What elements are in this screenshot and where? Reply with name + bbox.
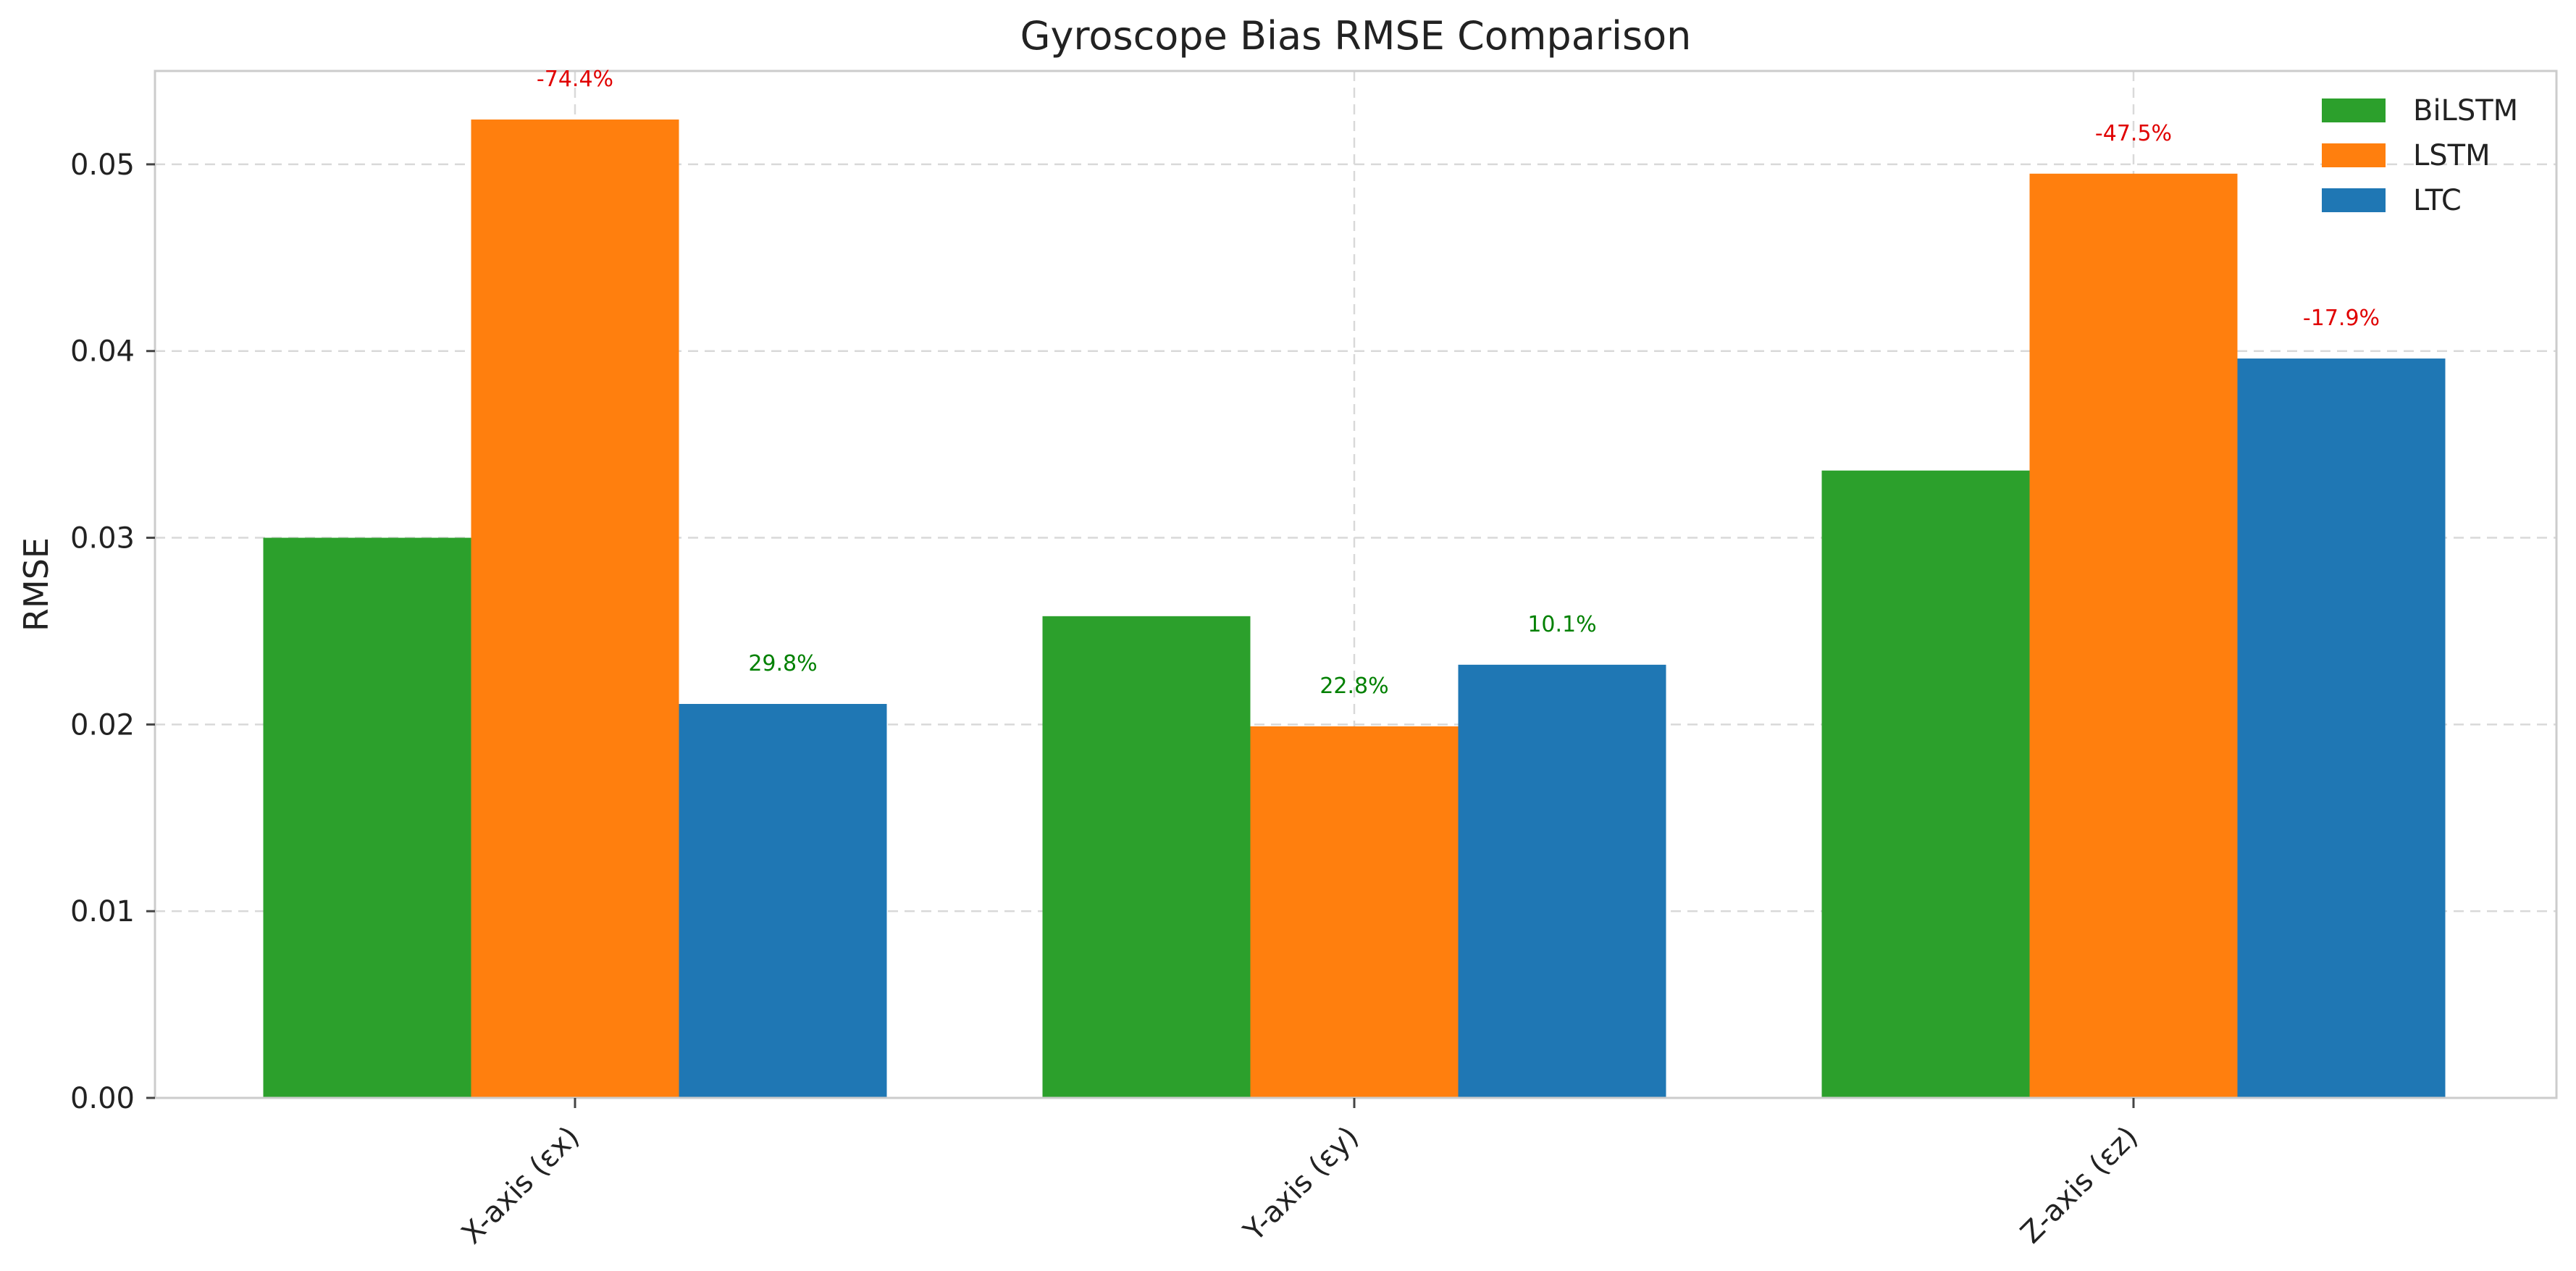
legend-label-ltc: LTC (2413, 184, 2462, 217)
bar-lstm-1 (1250, 726, 1459, 1098)
bar-ltc-0 (679, 704, 887, 1098)
y-axis-title: RMSE (17, 537, 56, 632)
bar-bilstm-2 (1821, 470, 2030, 1098)
y-tick-label: 0.04 (70, 335, 135, 369)
x-tick-label: Z-axis (εz) (2015, 1120, 2144, 1250)
x-tick-label: Y-axis (εy) (1237, 1120, 1365, 1249)
y-tick-label: 0.03 (70, 522, 135, 555)
legend-label-lstm: LSTM (2413, 139, 2491, 172)
bar-annotations: -74.4% 29.8% 22.8% 10.1% -47.5% -17.9% (537, 67, 2380, 699)
bar-ltc-2 (2237, 358, 2446, 1098)
plot-frame (154, 70, 2558, 1099)
bar-bilstm-1 (1042, 616, 1251, 1098)
y-tick-label: 0.02 (70, 708, 135, 742)
y-tick-label: 0.00 (70, 1082, 135, 1115)
bar-lstm-0 (471, 119, 679, 1099)
legend: BiLSTM LSTM LTC (2322, 94, 2518, 217)
bars (263, 119, 2446, 1099)
chart-title: Gyroscope Bias RMSE Comparison (1020, 13, 1692, 59)
bar-ltc-1 (1458, 664, 1666, 1098)
legend-swatch-lstm (2322, 143, 2386, 167)
bar-annotation: 22.8% (1320, 674, 1388, 699)
bar-lstm-2 (2029, 173, 2238, 1098)
bar-annotation: 10.1% (1527, 612, 1596, 637)
legend-swatch-ltc (2322, 188, 2386, 212)
bar-bilstm-0 (263, 537, 471, 1098)
y-tick-label: 0.01 (70, 895, 135, 928)
bar-annotation: -74.4% (537, 67, 613, 92)
x-tick-label: X-axis (εx) (456, 1120, 586, 1251)
bar-annotation: -47.5% (2095, 121, 2172, 146)
legend-label-bilstm: BiLSTM (2413, 94, 2518, 127)
bar-annotation: -17.9% (2303, 306, 2380, 331)
legend-swatch-bilstm (2322, 98, 2386, 122)
bar-annotation: 29.8% (748, 651, 817, 676)
y-tick-label: 0.05 (70, 148, 135, 182)
